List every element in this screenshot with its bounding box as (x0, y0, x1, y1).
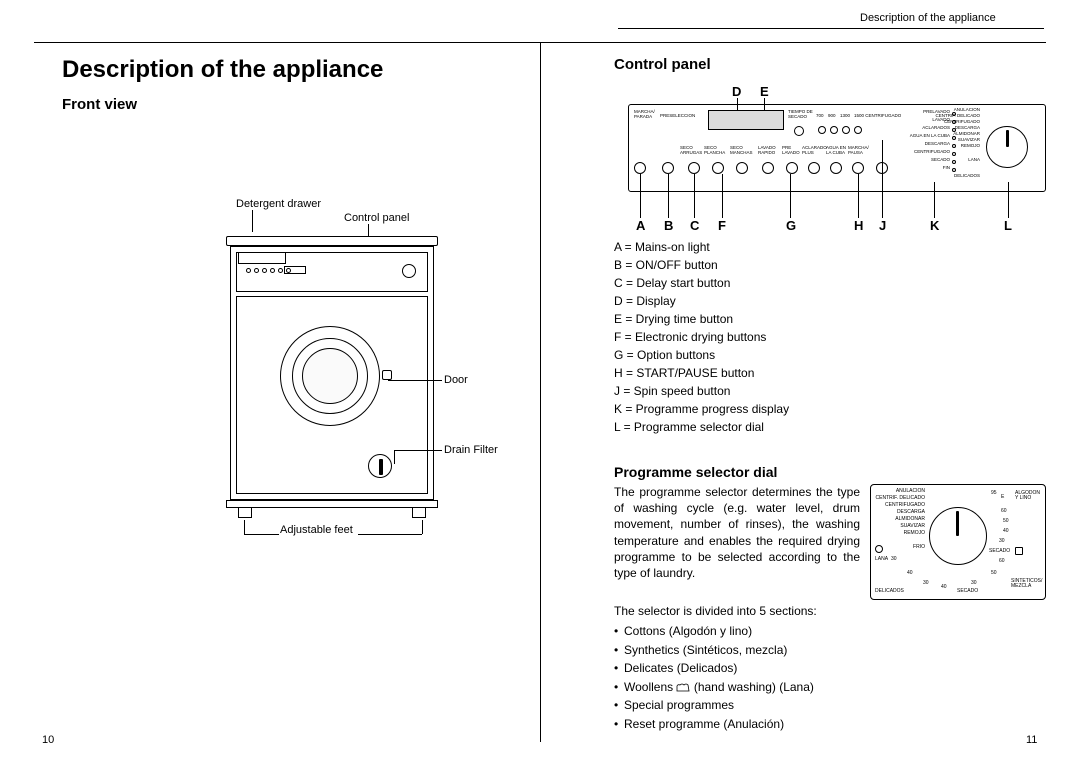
letter-l: L (1004, 218, 1012, 233)
legend-d: D = Display (614, 292, 789, 310)
letter-d-top: D (732, 84, 741, 99)
selector-dial-diagram: ANULACION CENTRIF. DELICADO CENTRIFUGADO… (870, 484, 1046, 600)
label-adjustable-feet: Adjustable feet (280, 524, 353, 536)
lead-j (882, 140, 883, 218)
lead-a (640, 174, 641, 218)
page-title: Description of the appliance (62, 56, 383, 84)
subtitle-front-view: Front view (62, 96, 137, 113)
lead-h (858, 174, 859, 218)
lead-feet-h1 (244, 534, 279, 535)
ps-paragraph: The programme selector determines the ty… (614, 484, 860, 581)
letter-g: G (786, 218, 796, 233)
ps-item-4: Woollens (hand washing) (Lana) (614, 678, 814, 697)
letter-e-top: E (760, 84, 769, 99)
ps-title: Programme selector dial (614, 464, 777, 480)
cp-display (708, 110, 784, 130)
lead-drain (394, 450, 442, 451)
letter-b: B (664, 218, 673, 233)
lead-feet-r (422, 520, 423, 534)
letter-f: F (718, 218, 726, 233)
lead-feet-l (244, 520, 245, 534)
cp-selector-knob (986, 126, 1028, 168)
ps-item-2: Synthetics (Sintéticos, mezcla) (614, 641, 814, 660)
ps-item-1: Cottons (Algodón y lino) (614, 622, 814, 641)
legend-a: A = Mains-on light (614, 238, 789, 256)
lead-g (790, 174, 791, 218)
lead-f (722, 174, 723, 218)
lead-c (694, 174, 695, 218)
ps-item-6: Reset programme (Anulación) (614, 715, 814, 734)
lead-l (1008, 182, 1009, 218)
lead-feet-h2 (358, 534, 422, 535)
letter-h: H (854, 218, 863, 233)
legend-l: L = Programme selector dial (614, 418, 789, 436)
legend-b: B = ON/OFF button (614, 256, 789, 274)
control-panel-diagram: MARCHA/ PARADA PRESELECCION TIEMPO DE SE… (628, 104, 1046, 192)
divider-short (618, 28, 1044, 29)
vertical-divider (540, 42, 541, 742)
legend-f: F = Electronic drying buttons (614, 328, 789, 346)
page-number-right: 11 (1026, 734, 1037, 746)
header-right: Description of the appliance (860, 12, 996, 24)
legend-g: G = Option buttons (614, 346, 789, 364)
page-number-left: 10 (42, 734, 54, 746)
lead-k (934, 182, 935, 218)
label-control-panel: Control panel (344, 212, 409, 224)
ps-list: Cottons (Algodón y lino) Synthetics (Sin… (614, 622, 814, 734)
ps-item-3: Delicates (Delicados) (614, 659, 814, 678)
legend-list: A = Mains-on light B = ON/OFF button C =… (614, 238, 789, 436)
ps-para2: The selector is divided into 5 sections: (614, 604, 817, 618)
subtitle-control-panel: Control panel (614, 56, 711, 73)
front-view-diagram (230, 226, 434, 520)
letter-k: K (930, 218, 939, 233)
letter-c: C (690, 218, 699, 233)
legend-c: C = Delay start button (614, 274, 789, 292)
legend-h: H = START/PAUSE button (614, 364, 789, 382)
lead-door (388, 380, 442, 381)
lead-b (668, 174, 669, 218)
legend-k: K = Programme progress display (614, 400, 789, 418)
label-door: Door (444, 374, 468, 386)
letter-a: A (636, 218, 645, 233)
legend-j: J = Spin speed button (614, 382, 789, 400)
lead-drain-v (394, 450, 395, 464)
label-detergent-drawer: Detergent drawer (236, 198, 321, 210)
ps-item-5: Special programmes (614, 696, 814, 715)
label-drain-filter: Drain Filter (444, 444, 498, 456)
legend-e: E = Drying time button (614, 310, 789, 328)
hand-wash-icon (676, 683, 690, 693)
dial-knob (929, 507, 987, 565)
letter-j: J (879, 218, 886, 233)
